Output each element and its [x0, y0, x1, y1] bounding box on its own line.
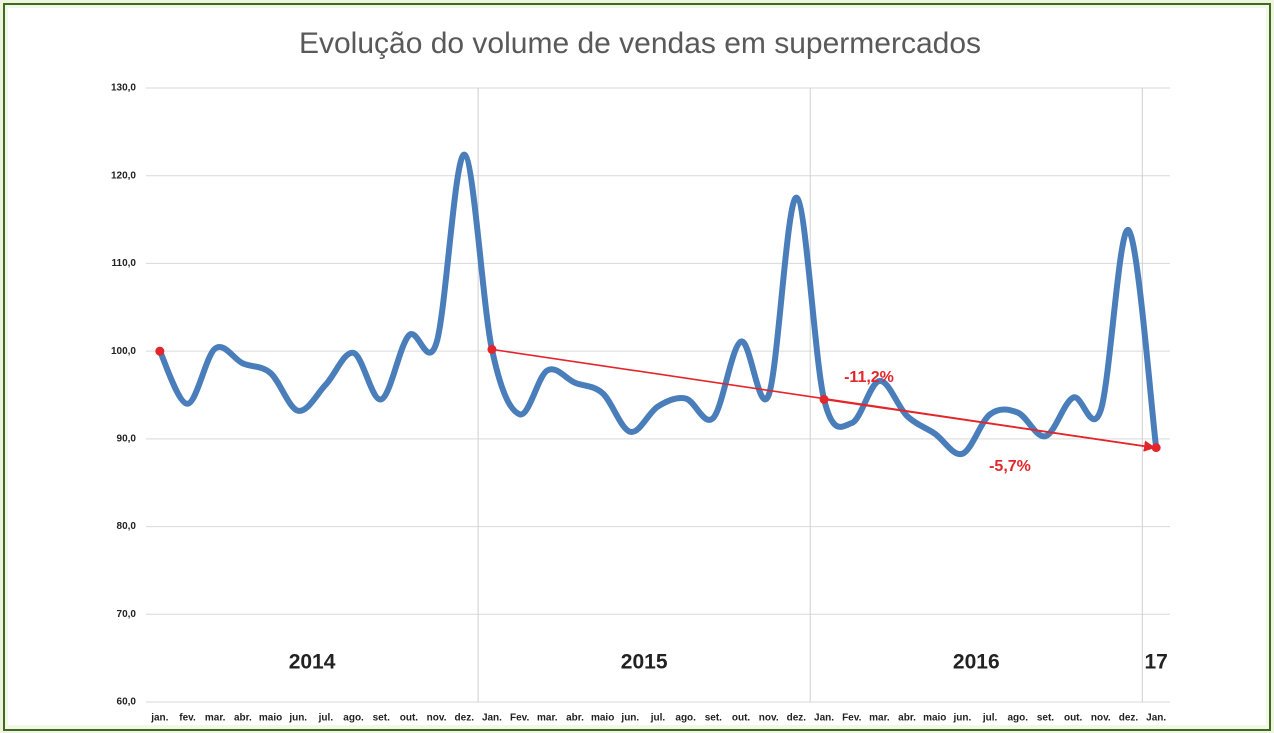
x-tick-label: dez. [455, 713, 475, 724]
y-tick-label: 60,0 [117, 697, 137, 708]
year-label: 17 [1144, 651, 1167, 674]
x-tick-label: jan. [150, 713, 168, 724]
y-tick-label: 80,0 [117, 521, 137, 532]
x-tick-label: maio [591, 713, 614, 724]
annotation: -11,2% [844, 369, 894, 386]
x-tick-label: ago. [1008, 713, 1029, 724]
x-tick-label: Jan. [814, 713, 834, 724]
x-tick-label: jul. [318, 713, 334, 724]
highlight-point [819, 394, 829, 404]
x-tick-label: out. [1064, 713, 1083, 724]
x-tick-label: out. [400, 713, 419, 724]
x-tick-label: jul. [650, 713, 666, 724]
x-tick-label: out. [732, 713, 751, 724]
x-tick-label: maio [259, 713, 282, 724]
y-tick-label: 110,0 [112, 258, 137, 269]
plot-background [8, 8, 1266, 725]
y-tick-label: 120,0 [111, 170, 136, 181]
y-tick-label: 130,0 [111, 83, 136, 94]
x-tick-label: jun. [288, 713, 307, 724]
chart-title: Evolução do volume de vendas em supermer… [299, 27, 981, 60]
highlight-point [1151, 443, 1161, 453]
year-label: 2016 [953, 651, 1000, 674]
x-tick-label: dez. [1119, 713, 1139, 724]
series-line [156, 151, 1160, 458]
x-tick-label: abr. [898, 713, 916, 724]
x-tick-label: dez. [787, 713, 807, 724]
x-tick-label: jun. [953, 713, 972, 724]
x-tick-label: Fev. [842, 713, 861, 724]
year-label: 2014 [289, 651, 336, 674]
y-tick-label: 70,0 [117, 609, 137, 620]
x-tick-label: maio [923, 713, 946, 724]
highlight-point [487, 344, 497, 354]
x-tick-label: jun. [620, 713, 639, 724]
x-tick-label: jul. [982, 713, 998, 724]
y-tick-label: 100,0 [111, 346, 136, 357]
x-tick-label: nov. [1091, 713, 1111, 724]
x-tick-label: abr. [234, 713, 252, 724]
x-tick-label: fev. [179, 713, 196, 724]
annotation: -5,7% [989, 458, 1031, 475]
x-tick-label: mar. [205, 713, 226, 724]
x-tick-label: nov. [759, 713, 779, 724]
x-tick-label: abr. [566, 713, 584, 724]
x-tick-label: Jan. [482, 713, 502, 724]
x-tick-label: ago. [343, 713, 364, 724]
x-tick-label: mar. [869, 713, 890, 724]
highlight-point [155, 346, 165, 356]
x-tick-label: ago. [675, 713, 696, 724]
x-tick-label: set. [373, 713, 390, 724]
x-tick-label: Jan. [1146, 713, 1166, 724]
y-tick-label: 90,0 [117, 433, 137, 444]
x-tick-label: set. [705, 713, 722, 724]
trend-arrow [823, 398, 1156, 452]
x-tick-label: set. [1037, 713, 1054, 724]
year-label: 2015 [621, 651, 668, 674]
x-tick-label: mar. [537, 713, 558, 724]
x-tick-label: nov. [427, 713, 447, 724]
x-tick-label: Fev. [510, 713, 529, 724]
